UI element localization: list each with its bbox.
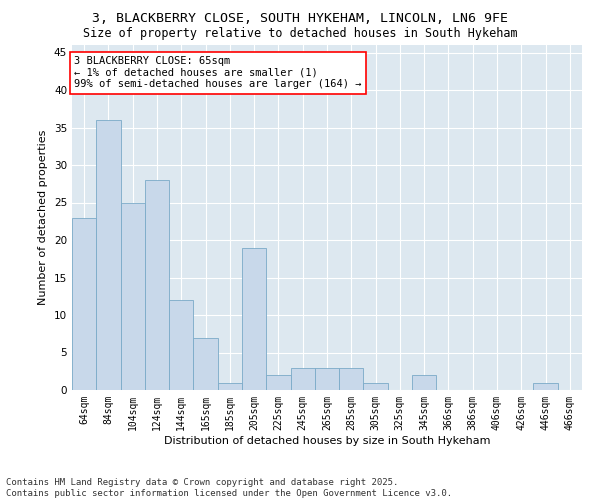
Text: 3, BLACKBERRY CLOSE, SOUTH HYKEHAM, LINCOLN, LN6 9FE: 3, BLACKBERRY CLOSE, SOUTH HYKEHAM, LINC…: [92, 12, 508, 26]
Bar: [364, 382, 388, 390]
Bar: [193, 338, 218, 390]
Bar: [242, 248, 266, 390]
Bar: [72, 218, 96, 390]
Bar: [533, 382, 558, 390]
Bar: [266, 375, 290, 390]
Text: Size of property relative to detached houses in South Hykeham: Size of property relative to detached ho…: [83, 28, 517, 40]
Bar: [290, 368, 315, 390]
Bar: [315, 368, 339, 390]
Bar: [169, 300, 193, 390]
Text: 3 BLACKBERRY CLOSE: 65sqm
← 1% of detached houses are smaller (1)
99% of semi-de: 3 BLACKBERRY CLOSE: 65sqm ← 1% of detach…: [74, 56, 362, 90]
Bar: [218, 382, 242, 390]
Bar: [121, 202, 145, 390]
Bar: [339, 368, 364, 390]
Bar: [412, 375, 436, 390]
Bar: [145, 180, 169, 390]
Bar: [96, 120, 121, 390]
Text: Contains HM Land Registry data © Crown copyright and database right 2025.
Contai: Contains HM Land Registry data © Crown c…: [6, 478, 452, 498]
X-axis label: Distribution of detached houses by size in South Hykeham: Distribution of detached houses by size …: [164, 436, 490, 446]
Y-axis label: Number of detached properties: Number of detached properties: [38, 130, 49, 305]
